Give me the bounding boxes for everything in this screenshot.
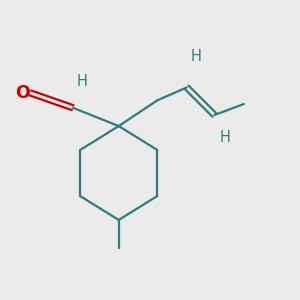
Text: H: H xyxy=(190,49,201,64)
Text: O: O xyxy=(15,84,30,102)
Text: H: H xyxy=(76,74,87,89)
Text: H: H xyxy=(220,130,231,145)
